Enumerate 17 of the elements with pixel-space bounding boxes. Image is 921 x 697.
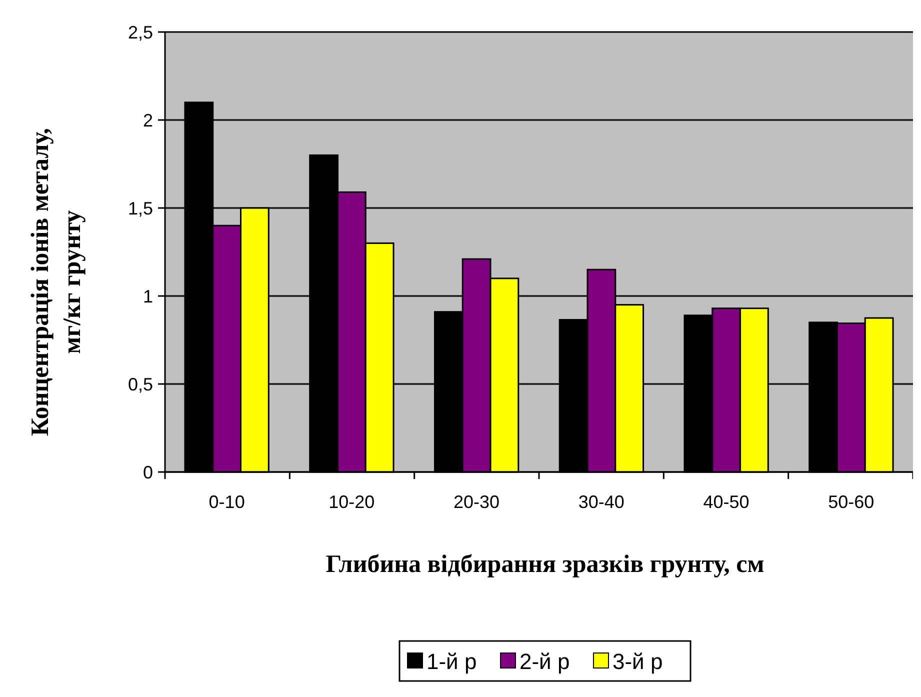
y-tick-label: 2 xyxy=(142,110,153,130)
y-tick-label: 0 xyxy=(142,462,153,482)
x-tick-label: 0-10 xyxy=(208,492,245,512)
y-tick-label: 1 xyxy=(142,286,153,306)
y-axis-title: Концентрація іонів металу, мг/кг грунту xyxy=(27,128,86,436)
x-tick-label: 20-30 xyxy=(454,492,500,512)
x-tick-label: 40-50 xyxy=(703,492,750,512)
y-tick-label: 1,5 xyxy=(128,198,153,218)
legend-label: 3-й р xyxy=(612,649,663,674)
y-tick-label: 0,5 xyxy=(128,374,153,394)
y-tick-label: 2,5 xyxy=(128,22,153,42)
legend-label: 2-й р xyxy=(520,649,570,674)
x-tick-label: 10-20 xyxy=(328,492,375,512)
legend-label: 1-й р xyxy=(426,649,477,674)
x-tick-label: 30-40 xyxy=(578,492,624,512)
x-tick-label: 50-60 xyxy=(828,492,874,512)
x-axis-title: Глибина відбирання зразків грунту, см xyxy=(326,551,764,578)
